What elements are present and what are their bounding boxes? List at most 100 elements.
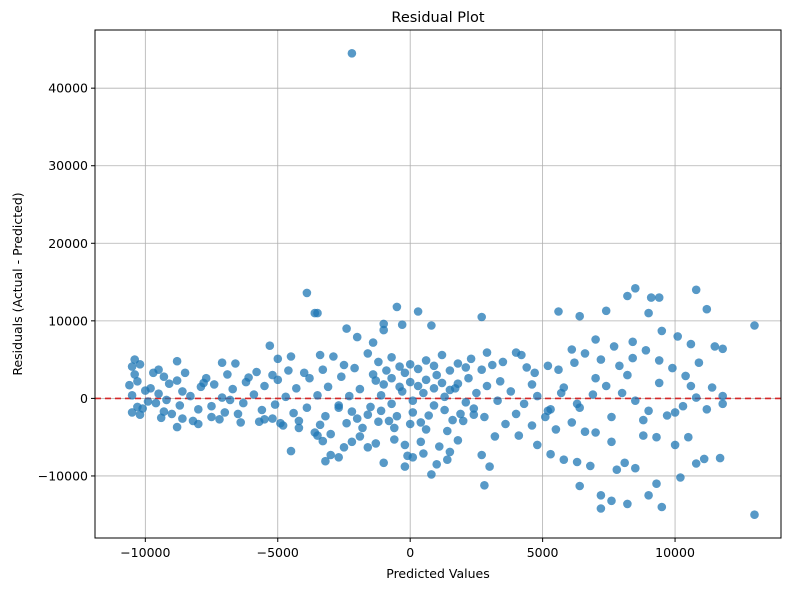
data-point	[477, 365, 487, 375]
data-point	[133, 377, 142, 386]
data-point	[352, 414, 362, 423]
y-tick-label: −10000	[38, 468, 88, 483]
data-point	[135, 360, 145, 369]
data-point	[276, 418, 285, 428]
data-point	[217, 358, 227, 368]
data-point	[292, 384, 301, 393]
data-point	[350, 363, 359, 373]
data-point	[580, 427, 590, 437]
data-point	[607, 437, 616, 447]
data-point	[477, 450, 487, 460]
data-point	[445, 385, 455, 395]
data-point	[707, 383, 717, 392]
data-point	[321, 411, 330, 421]
data-point	[281, 392, 291, 402]
data-point	[699, 454, 709, 464]
data-point	[421, 356, 431, 365]
data-point	[345, 391, 354, 401]
data-point	[466, 354, 476, 364]
data-point	[178, 387, 187, 396]
data-point	[472, 388, 481, 398]
data-point	[342, 324, 351, 333]
y-tick-label: 20000	[48, 236, 88, 251]
data-point	[286, 446, 296, 456]
data-point	[374, 357, 383, 367]
data-point	[228, 384, 237, 394]
data-point	[498, 357, 508, 367]
data-point	[575, 403, 584, 413]
data-point	[178, 414, 187, 423]
data-point	[141, 386, 150, 395]
data-point	[567, 345, 577, 354]
data-point	[405, 360, 415, 369]
data-point	[453, 436, 463, 445]
data-point	[151, 398, 161, 408]
data-point	[570, 358, 579, 368]
data-point	[194, 419, 203, 429]
y-tick-label: 30000	[48, 158, 88, 173]
data-point	[318, 436, 328, 446]
data-point	[559, 455, 569, 465]
data-point	[162, 395, 171, 405]
data-point	[334, 453, 344, 462]
data-point	[678, 401, 688, 411]
data-point	[143, 397, 153, 406]
data-point	[313, 431, 322, 440]
data-point	[527, 380, 537, 389]
data-point	[580, 349, 590, 358]
data-point	[668, 363, 677, 373]
data-point	[567, 418, 577, 427]
data-point	[421, 375, 431, 385]
data-point	[159, 407, 169, 416]
data-point	[694, 358, 704, 368]
data-point	[194, 405, 203, 414]
data-point	[639, 431, 648, 440]
data-point	[164, 379, 174, 389]
data-point	[490, 432, 500, 441]
data-point	[180, 368, 190, 378]
data-point	[620, 458, 629, 468]
data-point	[609, 342, 619, 351]
data-point	[554, 365, 563, 375]
data-point	[376, 406, 386, 416]
data-point	[302, 288, 312, 298]
data-point	[493, 396, 502, 406]
data-point	[511, 348, 521, 357]
data-point	[596, 355, 606, 364]
data-point	[448, 415, 457, 425]
data-point	[715, 453, 725, 463]
data-point	[342, 418, 351, 428]
data-point	[546, 449, 555, 459]
data-point	[488, 360, 497, 370]
data-point	[408, 408, 418, 417]
data-point	[670, 440, 680, 450]
data-point	[501, 419, 510, 429]
data-point	[419, 388, 428, 398]
data-point	[305, 373, 314, 383]
data-point	[654, 356, 664, 365]
data-point	[631, 284, 640, 293]
data-point	[461, 398, 471, 407]
data-point	[405, 419, 415, 429]
data-point	[551, 425, 561, 434]
plot-frame	[94, 29, 782, 539]
data-point	[413, 307, 423, 316]
data-point	[387, 373, 396, 383]
data-point	[702, 405, 712, 414]
data-point	[236, 418, 245, 427]
data-point	[392, 302, 402, 312]
data-point	[686, 381, 696, 391]
data-point	[413, 381, 423, 391]
data-point	[268, 414, 277, 423]
data-point	[710, 342, 720, 351]
data-point	[363, 349, 373, 358]
data-point	[329, 352, 338, 361]
data-point	[453, 359, 463, 368]
data-point	[403, 451, 412, 461]
data-point	[315, 420, 325, 430]
data-point	[379, 319, 389, 329]
data-point	[265, 341, 275, 351]
data-point	[405, 377, 415, 387]
data-point	[750, 510, 759, 519]
data-point	[326, 429, 336, 439]
